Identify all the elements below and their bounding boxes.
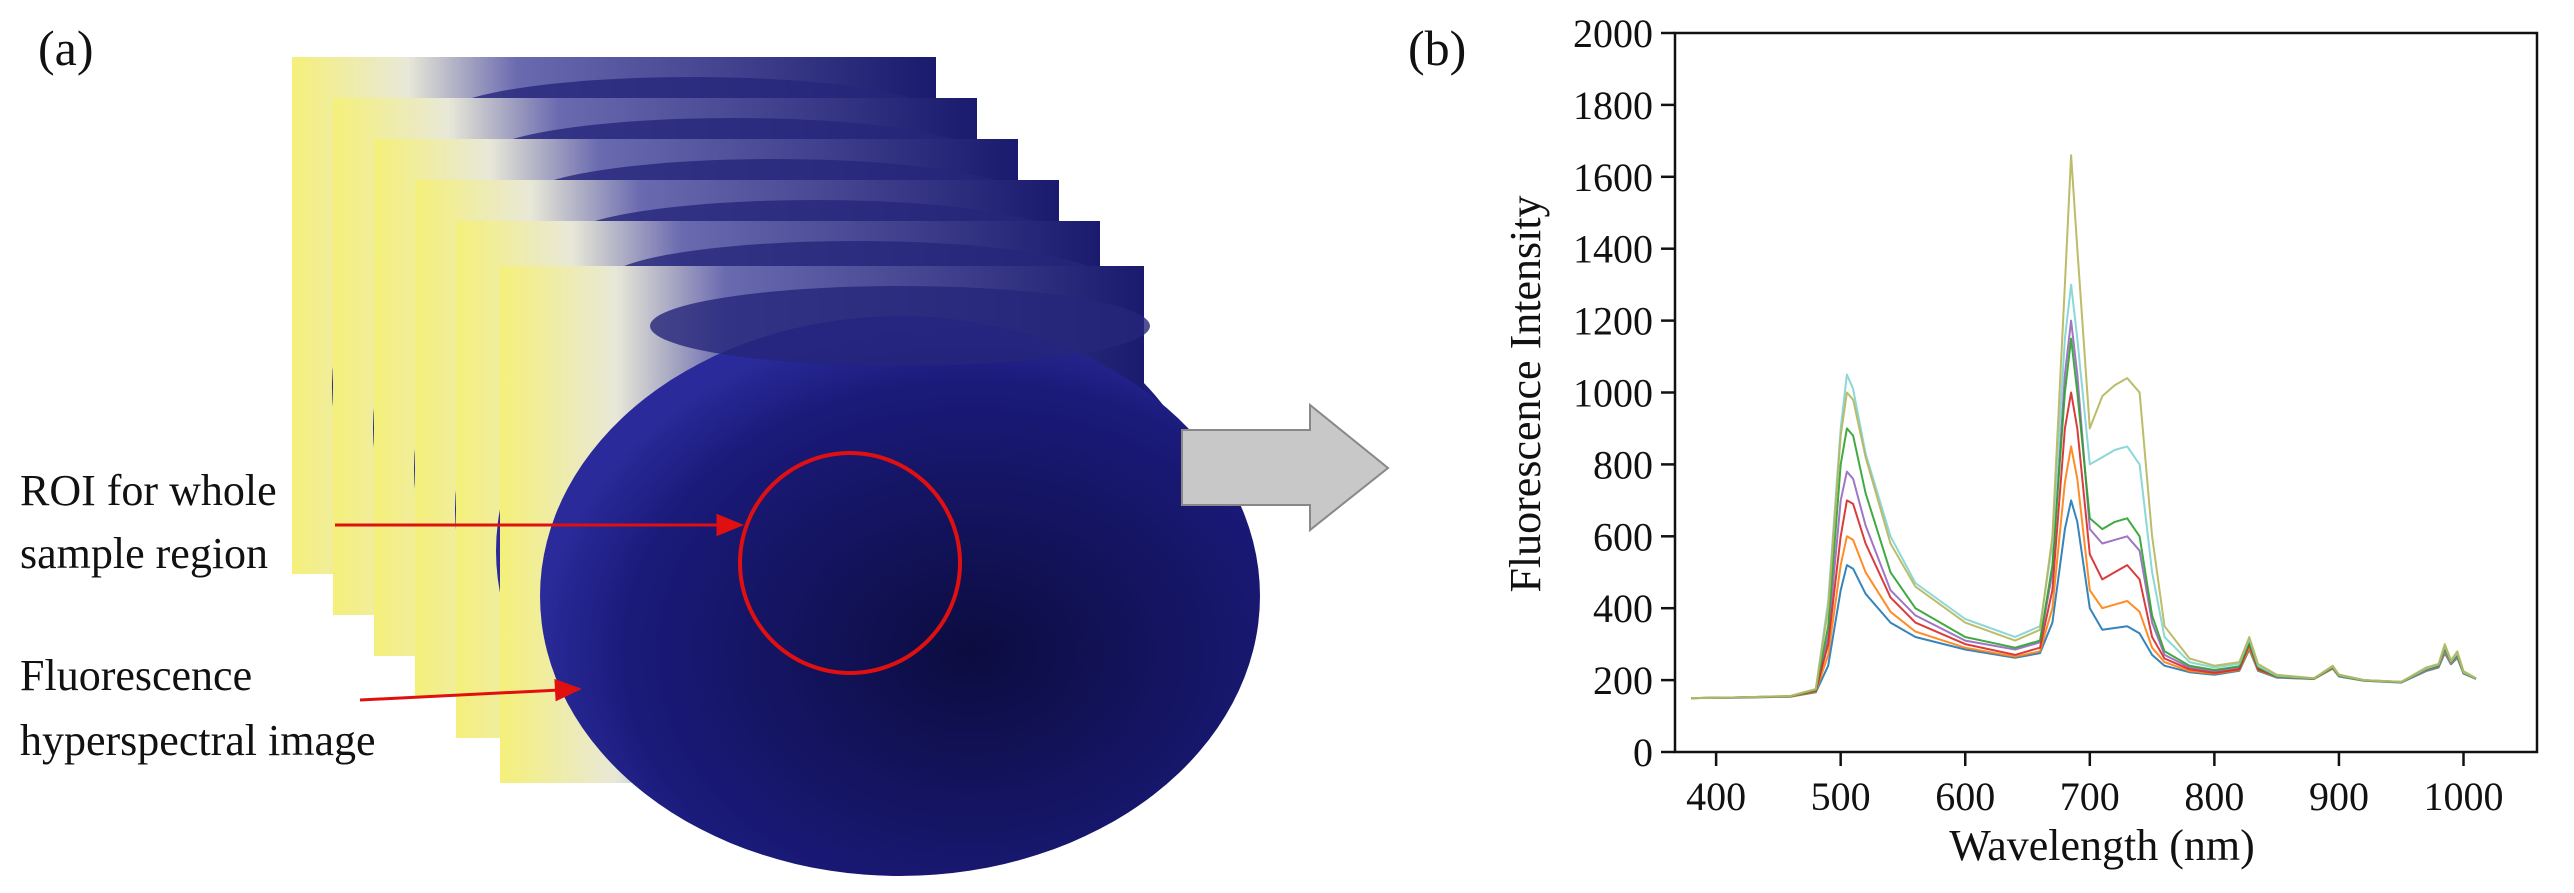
annotation: hyperspectral image <box>20 716 376 765</box>
y-tick-label: 1200 <box>1573 299 1653 344</box>
x-tick-label: 500 <box>1811 774 1871 819</box>
x-tick-label: 600 <box>1935 774 1995 819</box>
panel-label: (b) <box>1408 20 1466 76</box>
x-axis-label: Wavelength (nm) <box>1949 821 2255 870</box>
image-stack <box>292 57 1260 876</box>
annotation: sample region <box>20 529 268 578</box>
y-tick-label: 2000 <box>1573 11 1653 56</box>
x-tick-label: 900 <box>2309 774 2369 819</box>
spectrum-line <box>1691 154 2477 700</box>
annotation: ROI for whole <box>20 466 277 515</box>
y-tick-label: 600 <box>1593 514 1653 559</box>
spectrum-line <box>1691 391 2477 700</box>
y-tick-label: 0 <box>1633 730 1653 775</box>
x-tick-label: 400 <box>1686 774 1746 819</box>
annotation: Fluorescence <box>20 651 252 700</box>
y-tick-label: 200 <box>1593 658 1653 703</box>
annotation-arrows <box>335 513 744 702</box>
panel-label: (a) <box>38 20 94 76</box>
roi-circle <box>738 451 962 675</box>
y-tick-label: 1000 <box>1573 371 1653 416</box>
y-tick-label: 1600 <box>1573 155 1653 200</box>
y-tick-label: 1400 <box>1573 227 1653 272</box>
y-axis-label: Fluorescence Intensity <box>1501 195 1550 592</box>
x-tick-label: 700 <box>2060 774 2120 819</box>
y-tick-label: 800 <box>1593 442 1653 487</box>
y-tick-label: 400 <box>1593 586 1653 631</box>
transition-arrow <box>1181 402 1390 533</box>
spectrum-line <box>1691 319 2477 700</box>
x-tick-label: 800 <box>2184 774 2244 819</box>
x-tick-label: 1000 <box>2424 774 2504 819</box>
y-tick-label: 1800 <box>1573 83 1653 128</box>
